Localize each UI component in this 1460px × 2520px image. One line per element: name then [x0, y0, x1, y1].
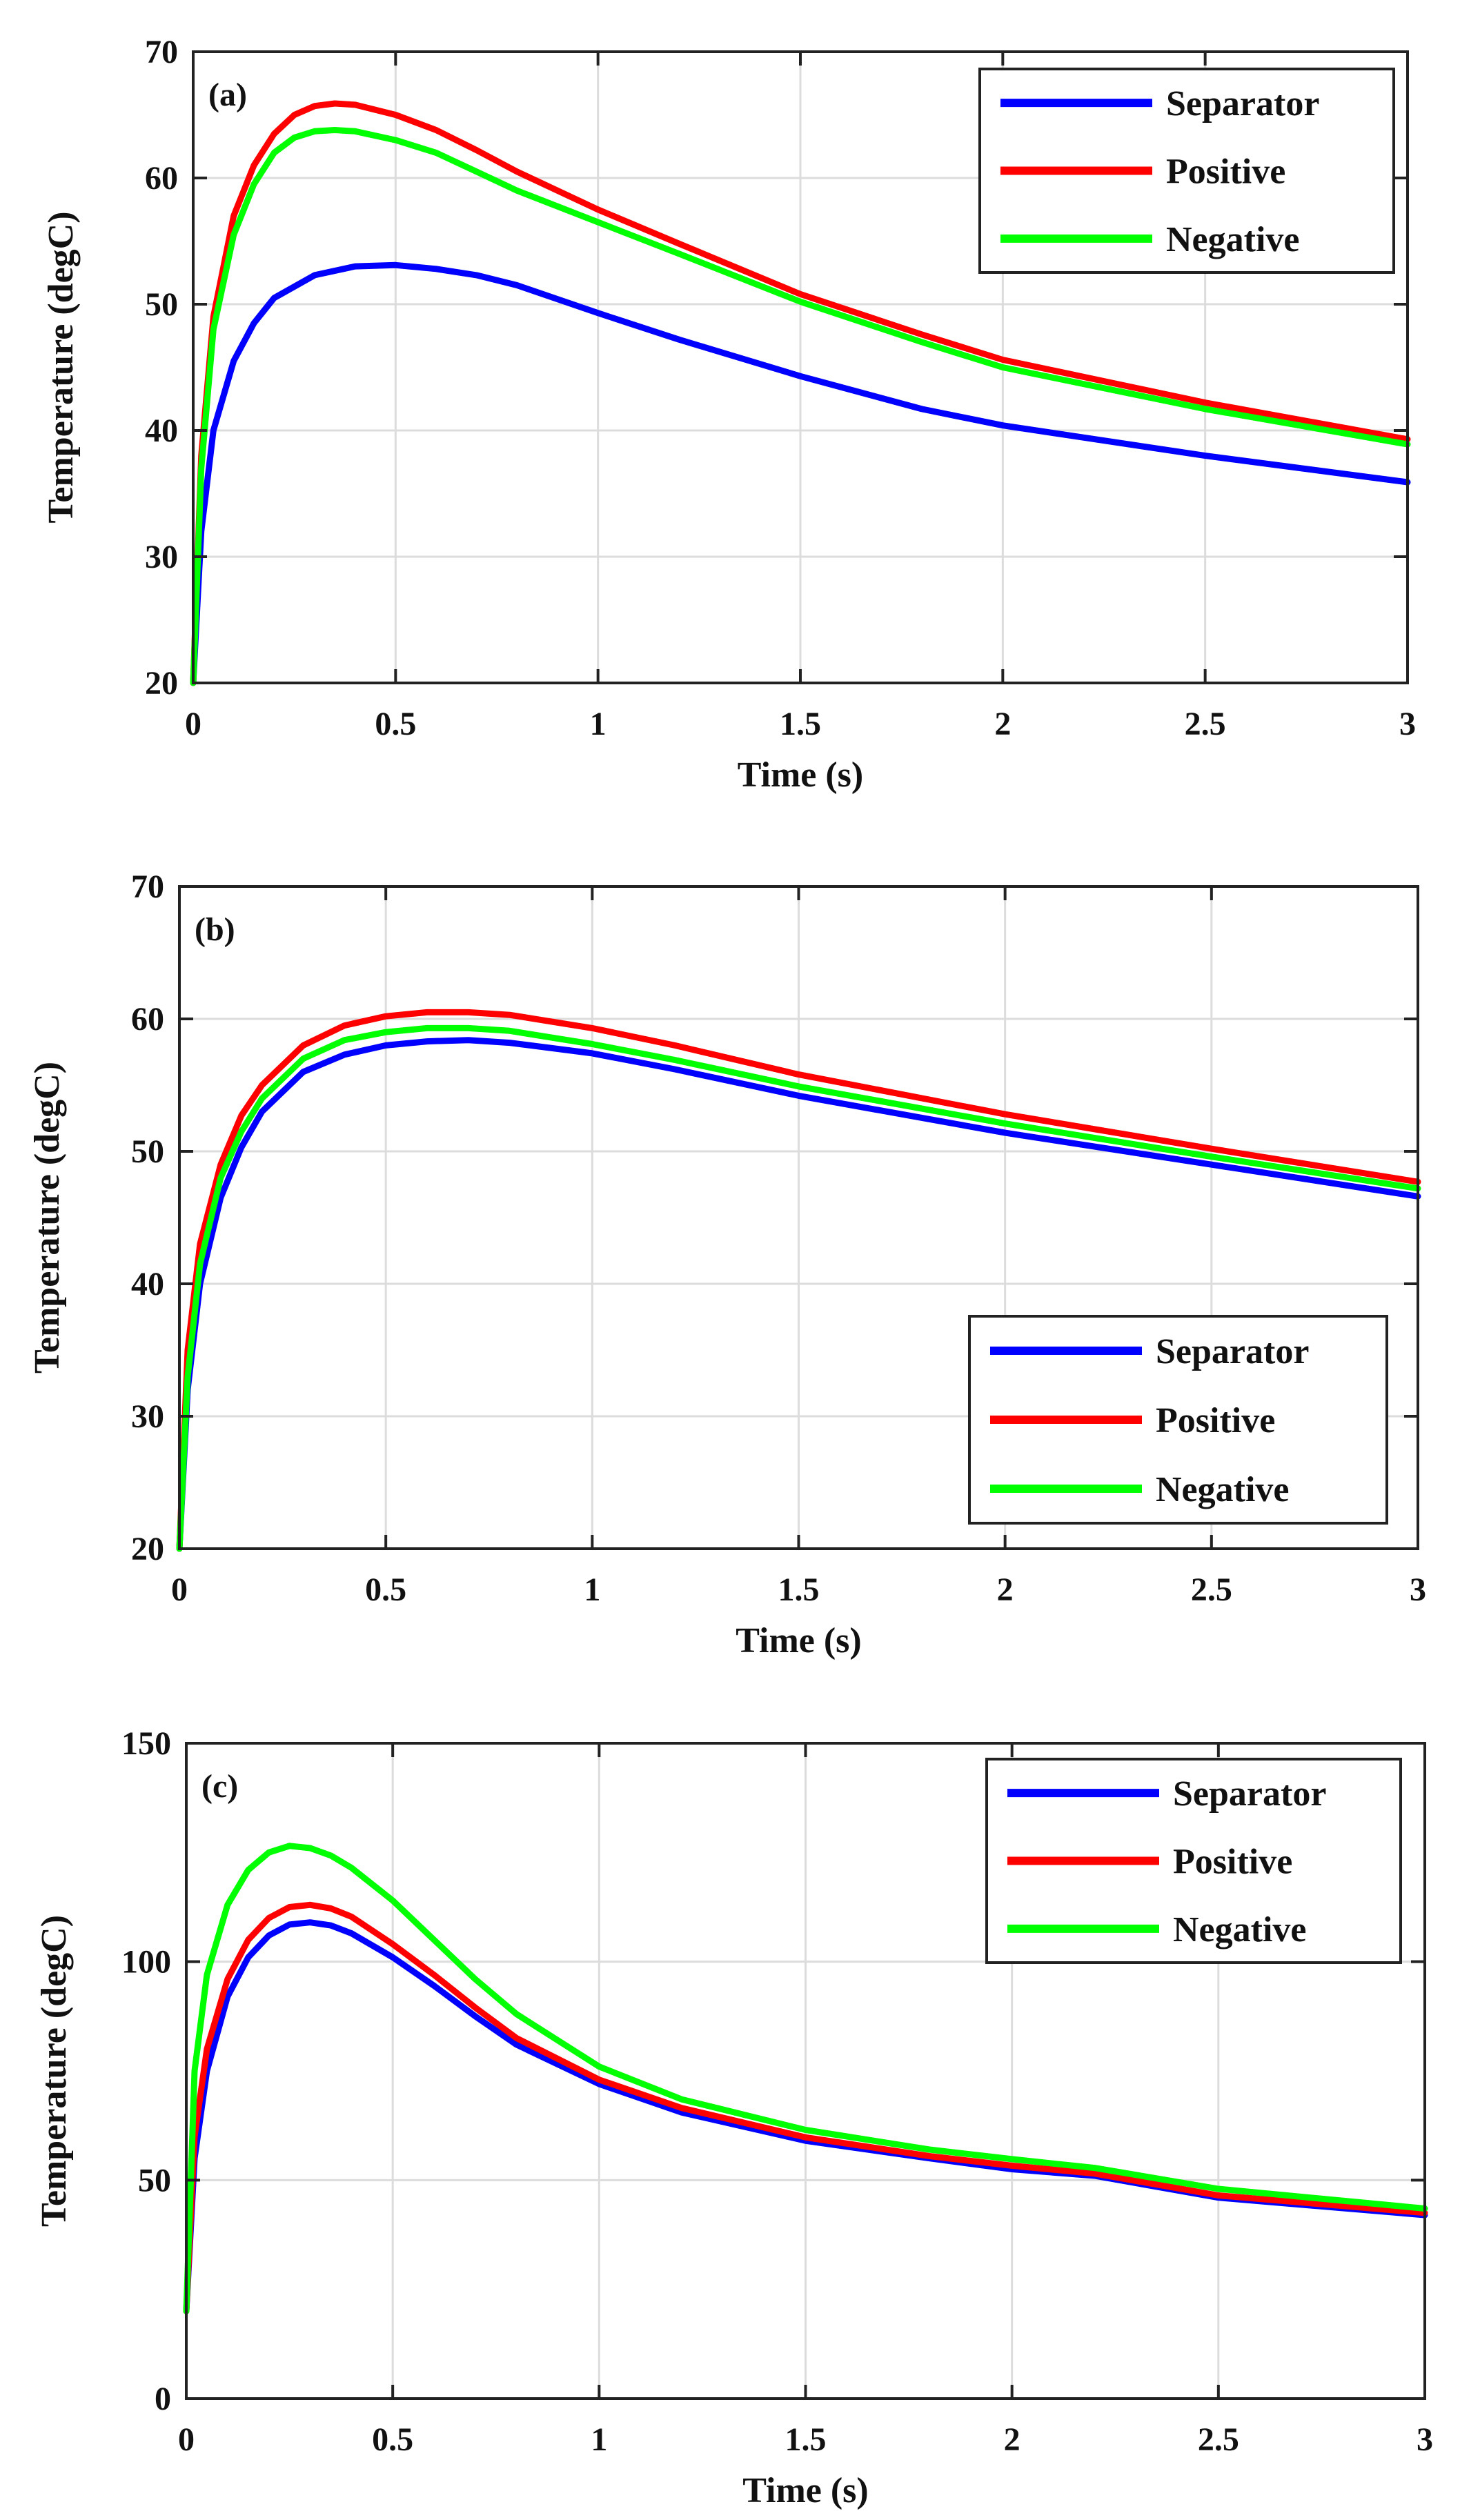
- y-tick-label: 0: [155, 2381, 171, 2417]
- y-tick-label: 50: [145, 286, 178, 323]
- y-tick-label: 40: [131, 1266, 164, 1302]
- series-line-positive: [176, 1009, 1421, 1552]
- legend-label-negative: Negative: [1156, 1470, 1289, 1509]
- y-tick-label: 50: [138, 2162, 171, 2199]
- y-tick-label: 30: [145, 539, 178, 575]
- legend-label-positive: Positive: [1166, 152, 1285, 192]
- y-tick-label: 30: [131, 1398, 164, 1435]
- x-tick-label: 1.5: [780, 706, 821, 742]
- x-tick-label: 0: [185, 706, 201, 742]
- x-tick-label: 2.5: [1198, 2421, 1239, 2458]
- x-tick-label: 2.5: [1191, 1571, 1232, 1608]
- x-axis-title: Time (s): [736, 1621, 861, 1660]
- series-line-negative: [183, 1843, 1428, 2314]
- y-tick-label: 70: [131, 869, 164, 905]
- x-tick-label: 3: [1399, 706, 1416, 742]
- legend-label-separator: Separator: [1156, 1332, 1309, 1371]
- x-tick-label: 3: [1410, 1571, 1426, 1608]
- y-tick-label: 60: [145, 160, 178, 197]
- legend-label-positive: Positive: [1156, 1401, 1275, 1440]
- y-tick-label: 40: [145, 413, 178, 449]
- legend-label-separator: Separator: [1173, 1774, 1326, 1814]
- y-axis-title: Temperature (degC): [41, 211, 81, 523]
- y-axis-title: Temperature (degC): [28, 1062, 67, 1373]
- series-line-positive: [190, 100, 1411, 686]
- series-line-separator: [190, 261, 1411, 686]
- y-tick-label: 20: [131, 1531, 164, 1567]
- series-line-negative: [190, 127, 1411, 686]
- x-tick-label: 0.5: [375, 706, 416, 742]
- legend: Separator Positive Negative: [968, 1315, 1388, 1525]
- x-tick-label: 0.5: [365, 1571, 406, 1608]
- legend-label-positive: Positive: [1173, 1843, 1292, 1882]
- y-tick-label: 60: [131, 1001, 164, 1038]
- x-tick-label: 0.5: [372, 2421, 413, 2458]
- y-tick-label: 150: [121, 1725, 171, 1762]
- y-tick-label: 50: [131, 1133, 164, 1170]
- legend-label-separator: Separator: [1166, 84, 1319, 123]
- panel-label: (b): [195, 911, 235, 948]
- x-axis-title: Time (s): [742, 2471, 868, 2510]
- x-tick-label: 1: [591, 2421, 607, 2458]
- series-line-negative: [176, 1024, 1421, 1552]
- x-tick-label: 1: [590, 706, 606, 742]
- chart-panel-b: 0 0.5 1 1.5 2 2.5 3 20 30 40 50 60 70 Time (s) Tempera…: [28, 869, 1426, 1660]
- x-tick-label: 1: [584, 1571, 600, 1608]
- x-tick-label: 0: [178, 2421, 195, 2458]
- x-tick-label: 2: [997, 1571, 1014, 1608]
- x-tick-label: 3: [1417, 2421, 1433, 2458]
- series-line-separator: [176, 1037, 1421, 1552]
- panel-label: (a): [208, 77, 247, 113]
- panel-label: (c): [201, 1768, 238, 1805]
- y-tick-label: 70: [145, 34, 178, 70]
- legend: Separator Positive Negative: [985, 1758, 1402, 1964]
- chart-panel-c: 0 0.5 1 1.5 2 2.5 3 0 50 100 150 Time (s) Temperatur…: [34, 1725, 1433, 2510]
- y-tick-label: 100: [121, 1944, 171, 1981]
- legend: Separator Positive Negative: [978, 68, 1395, 274]
- y-tick-label: 20: [145, 665, 178, 702]
- legend-label-negative: Negative: [1166, 220, 1299, 259]
- series-line-positive: [183, 1901, 1428, 2314]
- x-axis-title: Time (s): [738, 755, 863, 795]
- x-tick-label: 1.5: [778, 1571, 820, 1608]
- legend-label-negative: Negative: [1173, 1910, 1306, 1949]
- x-tick-label: 2: [994, 706, 1011, 742]
- x-tick-label: 2.5: [1185, 706, 1226, 742]
- chart-panel-a: 0 0.5 1 1.5 2 2.5 3 20 30 40 50 60 70 Time (s) Tempera…: [41, 34, 1416, 795]
- x-tick-label: 1.5: [785, 2421, 827, 2458]
- x-tick-label: 2: [1004, 2421, 1020, 2458]
- y-axis-title: Temperature (degC): [34, 1915, 74, 2227]
- x-tick-label: 0: [171, 1571, 188, 1608]
